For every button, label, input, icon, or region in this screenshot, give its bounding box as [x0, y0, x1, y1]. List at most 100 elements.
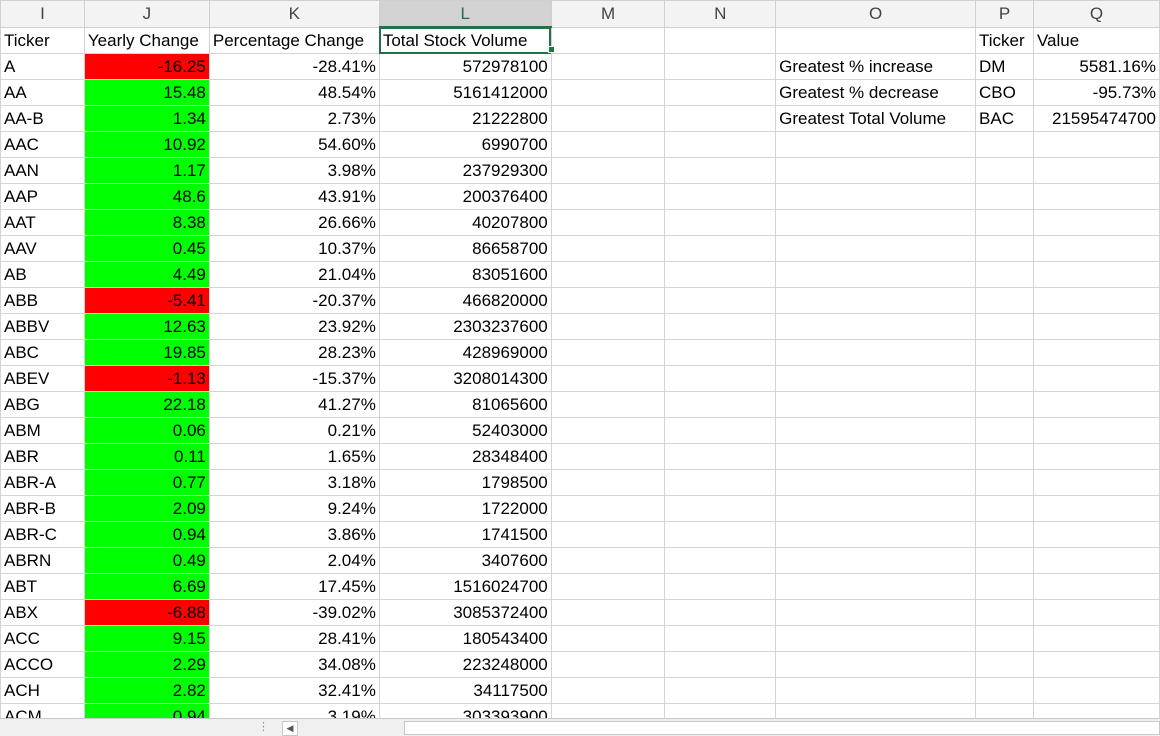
cell-empty[interactable] [975, 703, 1034, 718]
cell-empty[interactable] [1032, 495, 1160, 522]
cell-summary-value[interactable]: -95.73% [1032, 79, 1160, 106]
cell-empty[interactable] [550, 339, 666, 366]
cell-empty[interactable] [1032, 339, 1160, 366]
cell-ticker[interactable]: ABRN [0, 547, 85, 574]
column-header-j[interactable]: J [83, 0, 210, 28]
cell-empty[interactable] [975, 339, 1034, 366]
cell-empty[interactable] [1032, 391, 1160, 418]
cell-empty[interactable] [664, 26, 777, 54]
cell-empty[interactable] [550, 391, 666, 418]
cell-empty[interactable] [975, 235, 1034, 262]
cell-empty[interactable] [775, 547, 977, 574]
cell-empty[interactable] [550, 417, 666, 444]
cell-percentage-change[interactable]: 32.41% [208, 677, 380, 704]
cell-empty[interactable] [775, 495, 977, 522]
column-header-l[interactable]: L [378, 0, 552, 28]
cell-yearly-change[interactable]: 10.92 [83, 131, 210, 158]
cell-yearly-change[interactable]: 48.6 [83, 183, 210, 210]
cell-empty[interactable] [550, 651, 666, 678]
cell-total-stock-volume[interactable]: 3208014300 [378, 365, 552, 392]
cell-summary-ticker[interactable]: CBO [975, 79, 1034, 106]
cell-empty[interactable] [975, 209, 1034, 236]
cell-empty[interactable] [1032, 235, 1160, 262]
cell-empty[interactable] [664, 209, 777, 236]
cell-ticker[interactable]: AA [0, 79, 85, 106]
cell-empty[interactable] [975, 261, 1034, 288]
cell-empty[interactable] [1032, 547, 1160, 574]
cell-empty[interactable] [664, 677, 777, 704]
cell-empty[interactable] [775, 521, 977, 548]
cell-empty[interactable] [1032, 521, 1160, 548]
cell-empty[interactable] [664, 547, 777, 574]
cell-empty[interactable] [664, 521, 777, 548]
cell-empty[interactable] [664, 339, 777, 366]
cell-empty[interactable] [550, 209, 666, 236]
cell-ticker[interactable]: A [0, 53, 85, 80]
cell-total-stock-volume[interactable]: 1516024700 [378, 573, 552, 600]
cell-total-stock-volume[interactable]: 180543400 [378, 625, 552, 652]
cell-empty[interactable] [975, 313, 1034, 340]
cell-empty[interactable] [775, 703, 977, 718]
cell-empty[interactable] [664, 235, 777, 262]
cell-total-stock-volume[interactable]: 466820000 [378, 287, 552, 314]
cell-empty[interactable] [550, 573, 666, 600]
cell-percentage-change[interactable]: 0.21% [208, 417, 380, 444]
cell-ticker[interactable]: ABG [0, 391, 85, 418]
fill-handle[interactable] [548, 46, 555, 53]
chevron-left-icon[interactable]: ◀ [282, 721, 298, 736]
cell-summary-label[interactable]: Greatest Total Volume [775, 105, 977, 132]
cell-percentage-change[interactable]: 3.98% [208, 157, 380, 184]
cell-summary-ticker[interactable]: BAC [975, 105, 1034, 132]
cell-yearly-change[interactable]: 0.45 [83, 235, 210, 262]
cell-summary-ticker-header[interactable]: Ticker [975, 26, 1034, 54]
cell-percentage-change[interactable]: 1.65% [208, 443, 380, 470]
cell-yearly-change[interactable]: 2.29 [83, 651, 210, 678]
cell-yearly-change[interactable]: 4.49 [83, 261, 210, 288]
cell-yearly-change-header[interactable]: Yearly Change [83, 26, 210, 54]
cell-ticker[interactable]: ABT [0, 573, 85, 600]
cell-empty[interactable] [550, 703, 666, 718]
sheet-splitter-handle[interactable]: ⋮ [258, 721, 270, 733]
column-header-i[interactable]: I [0, 0, 85, 28]
cell-empty[interactable] [1032, 625, 1160, 652]
cell-empty[interactable] [664, 53, 777, 80]
cell-empty[interactable] [550, 599, 666, 626]
cell-percentage-change[interactable]: 48.54% [208, 79, 380, 106]
cell-percentage-change[interactable]: 9.24% [208, 495, 380, 522]
cell-empty[interactable] [775, 287, 977, 314]
cell-total-stock-volume[interactable]: 5161412000 [378, 79, 552, 106]
cell-ticker[interactable]: ABR-C [0, 521, 85, 548]
cell-total-stock-volume[interactable]: 1741500 [378, 521, 552, 548]
cell-ticker[interactable]: AB [0, 261, 85, 288]
cell-percentage-change-header[interactable]: Percentage Change [208, 26, 380, 54]
cell-empty[interactable] [975, 573, 1034, 600]
cell-empty[interactable] [550, 677, 666, 704]
cell-empty[interactable] [1032, 573, 1160, 600]
cell-total-stock-volume[interactable]: 1798500 [378, 469, 552, 496]
cell-empty[interactable] [1032, 443, 1160, 470]
cell-yearly-change[interactable]: 1.34 [83, 105, 210, 132]
cell-empty[interactable] [664, 261, 777, 288]
cell-empty[interactable] [550, 443, 666, 470]
cell-ticker[interactable]: AAN [0, 157, 85, 184]
cell-empty[interactable] [550, 625, 666, 652]
cell-empty[interactable] [664, 79, 777, 106]
cell-yearly-change[interactable]: 9.15 [83, 625, 210, 652]
cell-empty[interactable] [975, 469, 1034, 496]
cell-percentage-change[interactable]: 10.37% [208, 235, 380, 262]
cell-ticker[interactable]: ABEV [0, 365, 85, 392]
cell-empty[interactable] [1032, 157, 1160, 184]
cell-yearly-change[interactable]: 2.09 [83, 495, 210, 522]
cell-empty[interactable] [1032, 677, 1160, 704]
cell-empty[interactable] [664, 443, 777, 470]
cell-empty[interactable] [775, 469, 977, 496]
cell-total-stock-volume[interactable]: 572978100 [378, 53, 552, 80]
cell-empty[interactable] [775, 157, 977, 184]
cell-empty[interactable] [975, 157, 1034, 184]
cell-ticker[interactable]: ACH [0, 677, 85, 704]
cell-empty[interactable] [975, 495, 1034, 522]
cell-empty[interactable] [664, 365, 777, 392]
cell-empty[interactable] [775, 209, 977, 236]
cell-ticker[interactable]: AA-B [0, 105, 85, 132]
cell-empty[interactable] [664, 287, 777, 314]
